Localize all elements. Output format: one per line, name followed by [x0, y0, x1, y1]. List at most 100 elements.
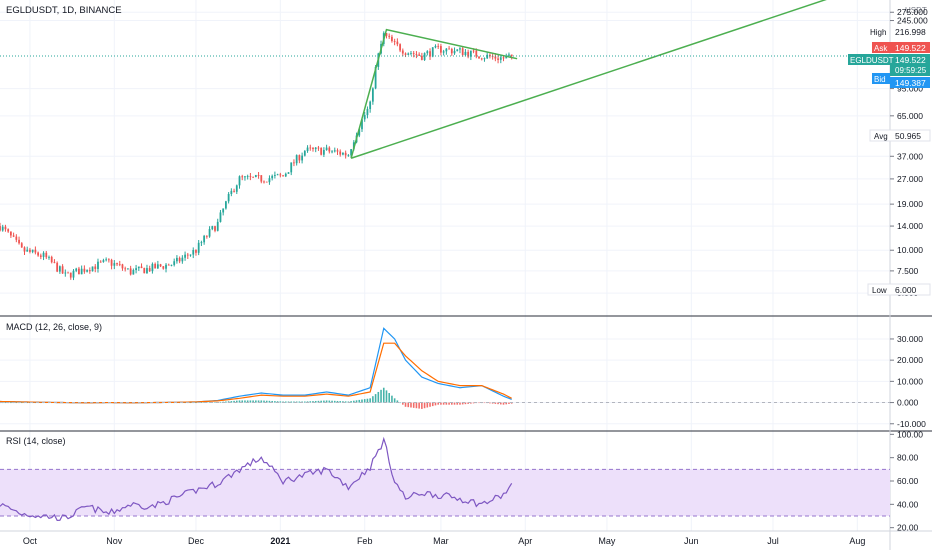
- candle-body: [282, 175, 284, 177]
- candle-body: [445, 48, 448, 52]
- candles: [0, 31, 513, 281]
- trendline-lower[interactable]: [350, 0, 857, 159]
- macd-histogram-bar: [290, 401, 293, 403]
- candle-body: [301, 155, 304, 161]
- time-tick-label: Feb: [357, 536, 373, 546]
- currency-label: USDT: [905, 6, 927, 15]
- candle-body: [216, 221, 219, 231]
- candle-body: [486, 54, 489, 59]
- candle-body: [322, 150, 325, 155]
- macd-histogram-bar: [396, 400, 399, 403]
- candle-body: [205, 235, 208, 237]
- candle-body: [325, 147, 328, 151]
- macd-histogram-bar: [309, 401, 312, 403]
- rsi-axis[interactable]: 100.00 80.00 60.00 40.00 20.00: [890, 429, 923, 533]
- low-tag: Low 6.000: [867, 283, 931, 296]
- ask-tag-value: 149.522: [895, 43, 926, 53]
- macd-histogram-bar: [353, 400, 355, 403]
- macd-histogram-bar: [328, 400, 331, 403]
- macd-histogram-bar: [429, 402, 431, 407]
- macd-histogram-bar: [372, 396, 374, 403]
- candle-body: [219, 212, 222, 222]
- candle-body: [214, 226, 216, 231]
- high-tag: High 216.998: [867, 26, 926, 37]
- time-tick-label: Oct: [23, 536, 38, 546]
- macd-histogram-bar: [20, 402, 23, 404]
- macd-histogram-bar: [461, 402, 464, 405]
- candle-body: [222, 208, 225, 213]
- candle-body: [358, 129, 361, 136]
- price-tick-label: 275.000: [897, 7, 928, 17]
- macd-histogram-bar: [347, 401, 350, 403]
- macd-histogram-bar: [257, 400, 260, 403]
- candle-body: [233, 190, 235, 192]
- candle-body: [0, 226, 1, 231]
- macd-histogram-bar: [325, 400, 328, 403]
- macd-histogram-bar: [508, 402, 510, 404]
- candle-body: [116, 263, 118, 265]
- candle-body: [415, 54, 418, 55]
- macd-histogram-bar: [459, 402, 461, 405]
- macd-tick-label: -10.000: [897, 419, 926, 429]
- macd-histogram-bar: [382, 387, 385, 403]
- macd-histogram-bar: [489, 402, 491, 404]
- candle-body: [107, 259, 110, 261]
- time-tick-label: Jun: [684, 536, 699, 546]
- rsi-band: [0, 469, 890, 516]
- candle-body: [273, 174, 276, 176]
- macd-histogram-bar: [423, 402, 426, 409]
- macd-histogram-bar: [467, 402, 469, 404]
- candle-body: [440, 46, 442, 53]
- macd-histogram-bar: [366, 398, 369, 403]
- candle-body: [151, 263, 154, 272]
- candle-body: [407, 53, 410, 55]
- candle-body: [320, 148, 323, 155]
- candle-body: [241, 176, 244, 178]
- macd-histogram-bar: [336, 400, 339, 403]
- time-tick-label: Jul: [767, 536, 779, 546]
- price-tick-label: 95.000: [897, 84, 923, 94]
- candle-body: [418, 54, 421, 56]
- candle-body: [303, 151, 306, 156]
- bid-tag: Bid 149.387: [872, 73, 930, 88]
- macd-histogram-bar: [274, 401, 276, 403]
- candle-body: [135, 268, 137, 271]
- time-tick-label: Apr: [518, 536, 532, 546]
- candle-body: [306, 147, 309, 152]
- macd-histogram-bar: [388, 393, 391, 403]
- macd-histogram-bar: [219, 401, 222, 403]
- candle-body: [396, 41, 399, 45]
- candle-body: [12, 235, 15, 237]
- macd-histogram-bar: [10, 402, 12, 404]
- candle-body: [23, 247, 26, 252]
- macd-histogram-bar: [350, 401, 352, 403]
- candle-body: [127, 268, 129, 270]
- macd-histogram-bar: [426, 402, 429, 408]
- macd-histogram-bar: [287, 401, 290, 403]
- macd-histogram-bar: [249, 400, 252, 403]
- macd-histogram-bar: [295, 401, 298, 403]
- macd-histogram-bar: [451, 402, 453, 405]
- candle-body: [298, 155, 301, 161]
- time-axis[interactable]: Oct Nov Dec 2021 Feb Mar Apr May Jun Jul Aug: [23, 536, 865, 546]
- candle-body: [102, 260, 105, 262]
- candle-body: [132, 270, 135, 275]
- trendline-upper[interactable]: [350, 28, 518, 159]
- candle-body: [225, 201, 227, 209]
- candle-body: [336, 150, 339, 152]
- low-tag-label: Low: [872, 286, 887, 295]
- price-tick-label: 7.500: [897, 266, 919, 276]
- candle-body: [293, 162, 295, 164]
- candle-body: [50, 256, 53, 263]
- candle-body: [339, 151, 342, 155]
- candle-body: [467, 51, 470, 57]
- candle-body: [442, 51, 445, 53]
- macd-title: MACD (12, 26, close, 9): [6, 322, 102, 332]
- macd-histogram-bar: [448, 402, 450, 405]
- macd-histogram-bar: [410, 402, 412, 408]
- macd-histogram-bar: [320, 400, 322, 403]
- macd-axis[interactable]: 30.000 20.000 10.000 0.000 -10.000: [890, 334, 926, 429]
- candle-body: [69, 272, 72, 278]
- candle-body: [314, 147, 317, 150]
